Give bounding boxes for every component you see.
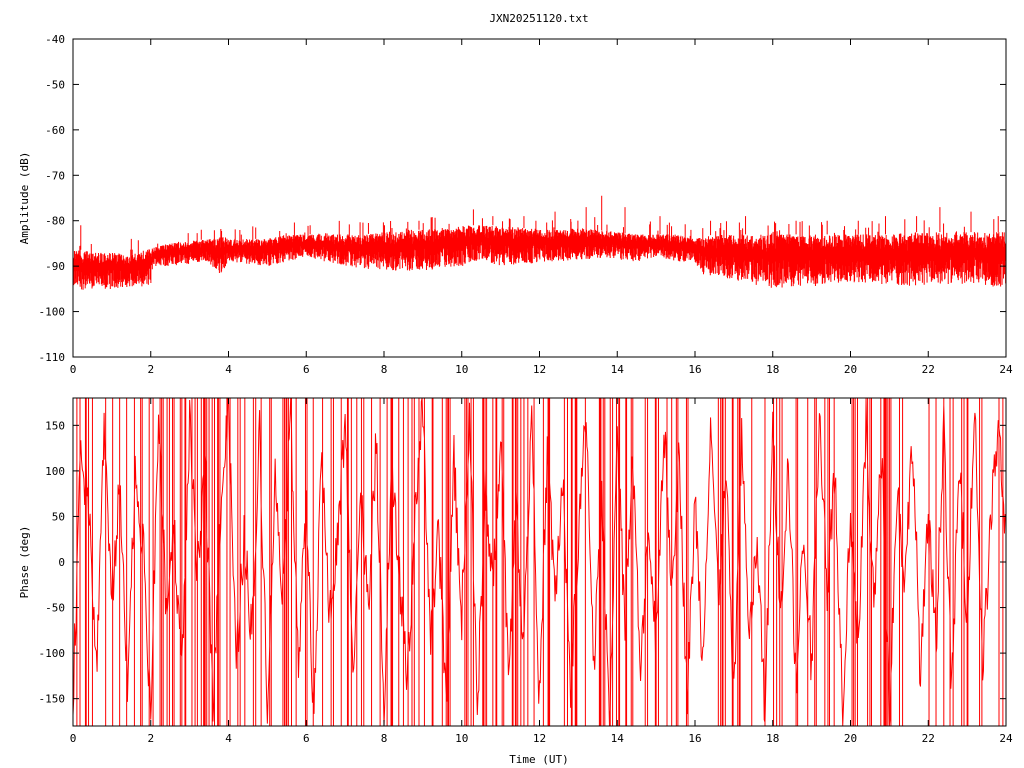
amplitude-series bbox=[73, 195, 1006, 290]
amplitude-x-tick-label: 8 bbox=[381, 363, 388, 376]
amplitude-x-tick-label: 6 bbox=[303, 363, 310, 376]
amplitude-y-tick-label: -50 bbox=[45, 78, 65, 91]
phase-x-tick-label: 18 bbox=[766, 732, 779, 745]
phase-x-tick-label: 0 bbox=[70, 732, 77, 745]
phase-axes: 0 2 4 6 8 10 12 14 16 18 20 22 24-150-100-5005010015… bbox=[39, 398, 1013, 745]
phase-y-tick-label: -50 bbox=[45, 602, 65, 615]
amplitude-y-tick-label: -60 bbox=[45, 124, 65, 137]
chart-title: JXN20251120.txt bbox=[489, 12, 588, 25]
amplitude-x-tick-label: 4 bbox=[225, 363, 232, 376]
amplitude-x-tick-label: 24 bbox=[999, 363, 1013, 376]
phase-trace bbox=[73, 398, 1006, 726]
phase-y-tick-label: -150 bbox=[39, 693, 66, 706]
phase-x-tick-label: 20 bbox=[844, 732, 857, 745]
phase-x-tick-label: 2 bbox=[147, 732, 154, 745]
amplitude-x-tick-label: 10 bbox=[455, 363, 468, 376]
phase-y-axis-label: Phase (deg) bbox=[18, 526, 31, 599]
amplitude-plot-frame bbox=[72, 38, 1007, 358]
phase-x-tick-label: 12 bbox=[533, 732, 546, 745]
phase-x-tick-label: 8 bbox=[381, 732, 388, 745]
amplitude-y-tick-label: -80 bbox=[45, 215, 65, 228]
phase-y-tick-label: 150 bbox=[45, 419, 65, 432]
phase-x-tick-label: 4 bbox=[225, 732, 232, 745]
amplitude-y-tick-label: -90 bbox=[45, 260, 65, 273]
phase-plot-frame bbox=[72, 397, 1007, 727]
amplitude-x-tick-label: 14 bbox=[611, 363, 625, 376]
amplitude-x-tick-label: 2 bbox=[147, 363, 154, 376]
amplitude-x-tick-label: 12 bbox=[533, 363, 546, 376]
amplitude-y-tick-label: -40 bbox=[45, 33, 65, 46]
phase-panel: 0 2 4 6 8 10 12 14 16 18 20 22 24-150-100-5005010015… bbox=[18, 397, 1013, 766]
phase-y-tick-label: 100 bbox=[45, 465, 65, 478]
phase-x-tick-label: 24 bbox=[999, 732, 1013, 745]
phase-x-axis-label: Time (UT) bbox=[509, 753, 569, 766]
amplitude-y-axis-label: Amplitude (dB) bbox=[18, 152, 31, 245]
phase-x-tick-label: 6 bbox=[303, 732, 310, 745]
amplitude-y-tick-label: -100 bbox=[39, 306, 66, 319]
amplitude-x-tick-label: 22 bbox=[922, 363, 935, 376]
phase-y-tick-label: 0 bbox=[58, 556, 65, 569]
amplitude-axes: 0 2 4 6 8 10 12 14 16 18 20 22 24-110-100-90-80-70-6… bbox=[39, 33, 1013, 376]
phase-x-tick-label: 14 bbox=[611, 732, 625, 745]
amplitude-panel: 0 2 4 6 8 10 12 14 16 18 20 22 24-110-100-90-80-70-6… bbox=[18, 33, 1013, 376]
phase-x-tick-label: 16 bbox=[688, 732, 701, 745]
amplitude-trace bbox=[73, 217, 1006, 290]
amplitude-spikes bbox=[80, 195, 999, 255]
phase-x-tick-label: 22 bbox=[922, 732, 935, 745]
phase-series bbox=[73, 398, 1006, 726]
amplitude-x-tick-label: 18 bbox=[766, 363, 779, 376]
amplitude-y-tick-label: -110 bbox=[39, 351, 66, 364]
amplitude-x-tick-label: 16 bbox=[688, 363, 701, 376]
phase-y-tick-label: -100 bbox=[39, 647, 66, 660]
phase-y-tick-label: 50 bbox=[52, 510, 65, 523]
amplitude-y-tick-label: -70 bbox=[45, 169, 65, 182]
amplitude-x-tick-label: 0 bbox=[70, 363, 77, 376]
phase-x-tick-label: 10 bbox=[455, 732, 468, 745]
amplitude-x-tick-label: 20 bbox=[844, 363, 857, 376]
